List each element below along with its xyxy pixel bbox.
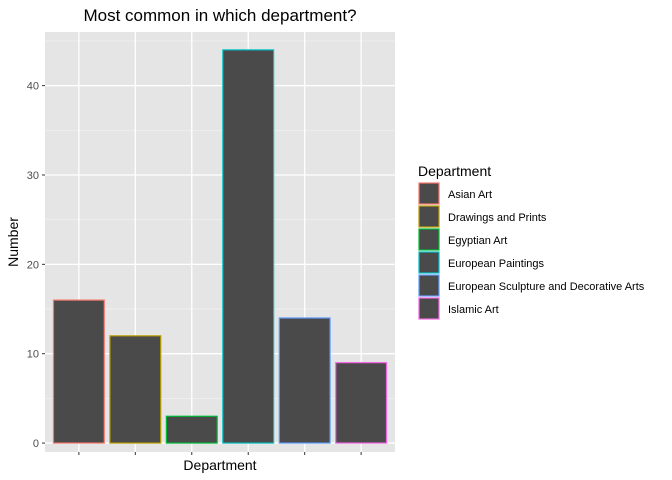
x-axis-label: Department [183, 457, 256, 473]
legend: Department Asian Art Drawings and Prints E… [418, 163, 645, 320]
y-tick-label: 40 [27, 81, 39, 93]
bar [52, 299, 105, 444]
legend-label: Asian Art [448, 189, 492, 201]
bar [222, 49, 275, 444]
y-tick-label: 20 [27, 259, 39, 271]
legend-label: Egyptian Art [448, 235, 507, 247]
legend-items: Asian Art Drawings and Prints Egyptian Art… [418, 182, 645, 320]
legend-label: European Paintings [448, 258, 545, 270]
bars [52, 49, 388, 444]
legend-key [418, 182, 440, 205]
legend-key [418, 228, 440, 251]
y-axis-label: Number [5, 217, 21, 267]
y-tick-label: 10 [27, 349, 39, 361]
y-axis-ticks: 0 10 20 30 40 [27, 81, 45, 450]
legend-key [418, 274, 440, 297]
bar [278, 317, 331, 444]
bar [109, 335, 162, 444]
y-tick-label: 30 [27, 170, 39, 182]
bar [165, 415, 218, 444]
legend-label: European Sculpture and Decorative Arts [448, 281, 645, 293]
bar [335, 362, 388, 444]
legend-key [418, 251, 440, 274]
legend-title: Department [418, 163, 491, 179]
y-tick-label: 0 [33, 438, 39, 450]
legend-key [418, 205, 440, 228]
x-axis-ticks [78, 452, 362, 455]
chart-title: Most common in which department? [83, 6, 356, 25]
legend-label: Drawings and Prints [448, 212, 547, 224]
legend-label: Islamic Art [448, 304, 499, 316]
legend-key [418, 297, 440, 320]
